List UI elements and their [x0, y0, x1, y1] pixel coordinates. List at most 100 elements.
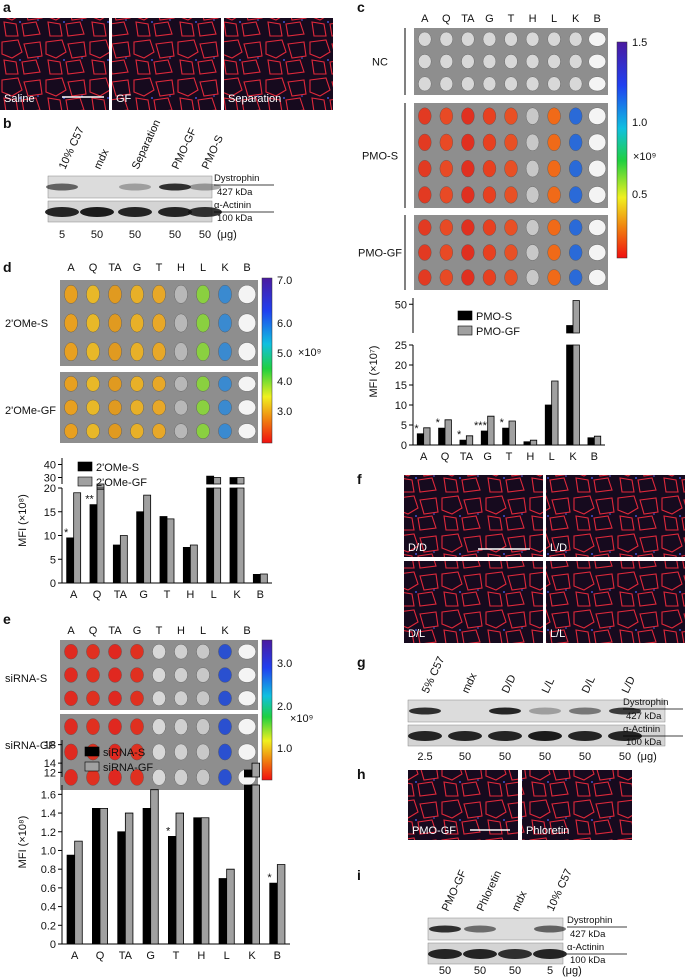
bar [74, 840, 83, 945]
y-tick-label: 50 [395, 299, 407, 311]
panel-label: d [3, 259, 12, 275]
lane-label: mdx [460, 671, 480, 695]
y-tick-label: 0.8 [41, 864, 56, 876]
column-label: H [177, 625, 185, 637]
column-label: H [177, 262, 185, 274]
band [409, 707, 441, 715]
organ [86, 376, 100, 392]
colorbar [261, 277, 273, 444]
organ [439, 107, 454, 125]
organ [504, 31, 518, 47]
organ [547, 76, 561, 92]
band [529, 707, 561, 715]
micrograph [112, 18, 221, 110]
organ [108, 644, 122, 660]
organ [569, 31, 583, 47]
micrograph [546, 561, 685, 643]
column-label: TA [108, 625, 122, 637]
organ [237, 342, 256, 362]
legend-label: 2'OMe-S [96, 462, 139, 474]
x-tick-label: B [274, 950, 281, 962]
column-label: A [67, 262, 75, 274]
panel-label: f [357, 471, 362, 487]
organ [418, 244, 432, 261]
image-label: D/D [408, 542, 427, 554]
lane-label: 5% C57 [420, 655, 447, 696]
organ [482, 133, 497, 151]
band [533, 949, 567, 959]
column-label: Q [442, 13, 451, 25]
significance: * [64, 527, 69, 539]
bar [259, 573, 268, 584]
column-label: A [67, 625, 75, 637]
bar [200, 817, 210, 945]
bar [587, 437, 595, 446]
band [528, 731, 562, 741]
amount: 50 [91, 229, 103, 241]
organ [130, 644, 144, 660]
group-label: NC [372, 57, 388, 69]
organ [174, 769, 188, 786]
amount: 50 [169, 229, 181, 241]
colorbar-label: 1.0 [277, 743, 292, 755]
organ [174, 690, 188, 706]
significance: * [436, 417, 441, 429]
image-label: Phloretin [526, 825, 569, 837]
x-tick-label: K [233, 589, 241, 601]
organ [439, 76, 454, 92]
column-label: T [156, 262, 163, 274]
organ [108, 342, 122, 362]
organ [504, 244, 518, 261]
organ [461, 269, 475, 286]
legend-swatch [77, 476, 93, 487]
organ [196, 769, 210, 786]
group-label: 2'OMe-GF [5, 405, 56, 417]
amount: 50 [459, 751, 471, 763]
y-tick-label: 5 [50, 554, 56, 566]
organ [108, 667, 122, 683]
panel-label: h [357, 766, 366, 782]
organ [547, 31, 561, 47]
significance: * [500, 417, 505, 429]
organ [196, 690, 210, 706]
organ [218, 284, 232, 304]
band-label: Dystrophin [214, 173, 259, 184]
legend-label: siRNA-S [103, 747, 145, 759]
colorbar-label: 5.0 [277, 348, 292, 360]
organ [418, 186, 432, 204]
bar [136, 511, 145, 584]
bar [124, 812, 134, 945]
organ [108, 718, 122, 735]
bar [593, 435, 602, 446]
band [498, 949, 532, 959]
organ [588, 31, 607, 47]
lane-label: L/L [540, 676, 557, 695]
organ [482, 160, 497, 178]
lane-label: Separation [130, 118, 163, 171]
band [428, 949, 462, 959]
organ [196, 376, 210, 392]
organ [237, 667, 256, 683]
organ [504, 160, 518, 178]
colorbar-label: 6.0 [277, 318, 292, 330]
amount: 50 [499, 751, 511, 763]
organ [64, 284, 78, 304]
organ [152, 667, 166, 683]
x-tick-label: B [591, 451, 598, 463]
column-label: L [200, 625, 206, 637]
column-label: L [551, 13, 557, 25]
significance: * [267, 872, 272, 884]
organ [525, 160, 540, 178]
organ [196, 399, 210, 416]
organ [418, 31, 432, 47]
legend-label: PMO-S [476, 311, 512, 323]
organ [588, 54, 607, 69]
organ [504, 133, 518, 151]
bar [423, 427, 431, 446]
band [463, 949, 497, 959]
column-label: A [421, 13, 429, 25]
organ [152, 743, 166, 761]
bar [416, 433, 425, 446]
organ [64, 423, 78, 439]
organ [218, 667, 232, 683]
